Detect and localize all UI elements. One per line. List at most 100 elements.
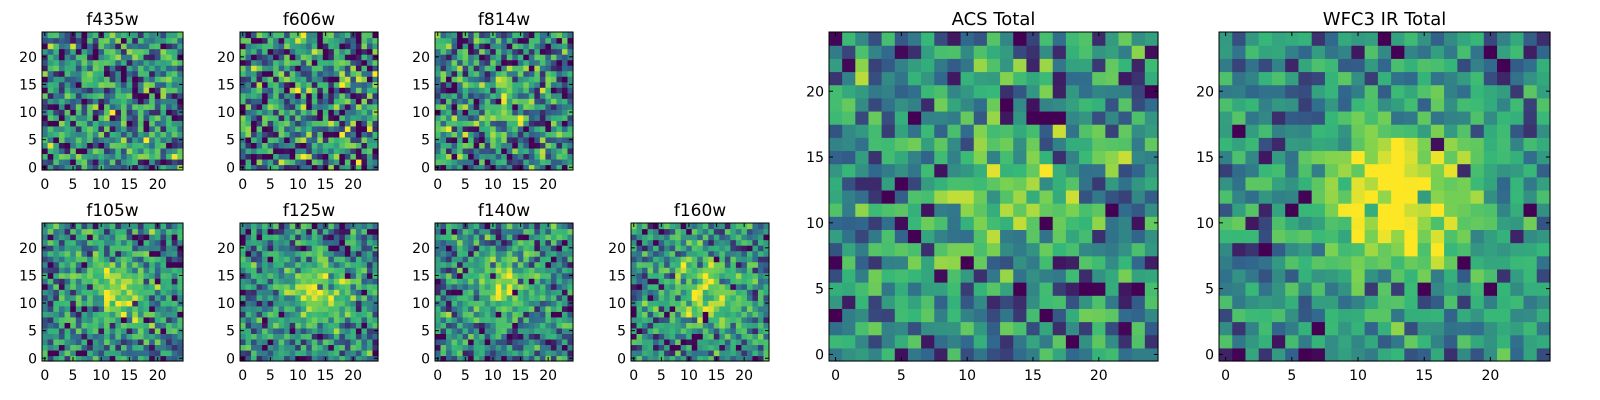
heatmap-cell <box>300 300 307 307</box>
heatmap-cell <box>104 223 111 230</box>
heatmap-cell <box>104 81 111 88</box>
heatmap-cell <box>339 120 346 127</box>
heatmap-cell <box>132 261 139 268</box>
heatmap-cell <box>372 125 379 132</box>
heatmap-cell <box>1079 321 1093 336</box>
heatmap-cell <box>501 92 508 99</box>
heatmap-cell <box>534 245 541 252</box>
heatmap-cell <box>708 283 715 290</box>
heatmap-cell <box>171 136 178 143</box>
heatmap-cell <box>166 300 173 307</box>
heatmap-cell <box>567 289 574 296</box>
heatmap-cell <box>322 109 329 116</box>
heatmap-cell <box>278 228 285 235</box>
heatmap-cell <box>697 245 704 252</box>
heatmap-cell <box>523 344 530 351</box>
heatmap-cell <box>691 289 698 296</box>
heatmap-cell <box>680 311 687 318</box>
heatmap-cell <box>339 54 346 61</box>
heatmap-cell <box>457 305 464 312</box>
heatmap-cell <box>98 327 105 334</box>
heatmap-cell <box>1131 347 1146 362</box>
heatmap-cell <box>1065 203 1080 217</box>
heatmap-cell <box>528 81 535 88</box>
heatmap-cell <box>171 43 178 50</box>
heatmap-cell <box>328 114 335 121</box>
heatmap-cell <box>177 322 184 329</box>
heatmap-cell <box>894 268 909 283</box>
heatmap-cell <box>495 120 502 127</box>
heatmap-cell <box>435 131 442 138</box>
heatmap-cell <box>344 32 351 39</box>
heatmap-cell <box>366 355 374 362</box>
heatmap-cell <box>757 250 765 257</box>
heatmap-cell <box>262 239 269 246</box>
heatmap-cell <box>339 278 346 285</box>
heatmap-cell <box>523 327 530 334</box>
heatmap-cell <box>517 316 524 323</box>
heatmap-cell <box>64 43 71 50</box>
heatmap-cell <box>534 158 541 166</box>
heatmap-cell <box>311 333 318 340</box>
heatmap-cell <box>58 289 66 296</box>
heatmap-cell <box>680 278 687 285</box>
heatmap-cell <box>523 239 530 246</box>
heatmap-cell <box>523 333 530 340</box>
heatmap-cell <box>306 37 313 44</box>
heatmap-cell <box>735 272 742 279</box>
heatmap-cell <box>556 54 563 61</box>
heatmap-cell <box>295 267 302 274</box>
heatmap-cell <box>691 355 698 362</box>
heatmap-cell <box>517 283 524 290</box>
heatmap-cell <box>355 333 363 340</box>
heatmap-cell <box>960 334 975 349</box>
heatmap-cell <box>262 153 269 160</box>
heatmap-cell <box>691 223 698 230</box>
heatmap-cell <box>311 338 318 346</box>
heatmap-cell <box>691 245 698 252</box>
heatmap-cell <box>115 278 122 285</box>
heatmap-cell <box>894 203 909 217</box>
heatmap-cell <box>484 59 491 66</box>
heatmap-cell <box>267 92 274 99</box>
heatmap-cell <box>842 321 856 336</box>
heatmap-cell <box>317 316 324 323</box>
heatmap-cell <box>289 344 296 351</box>
heatmap-cell <box>457 333 464 340</box>
heatmap-cell <box>451 256 458 263</box>
heatmap-cell <box>506 228 513 235</box>
heatmap-cell <box>457 125 464 132</box>
heatmap-cell <box>702 289 709 296</box>
heatmap-cell <box>517 109 524 116</box>
heatmap-cell <box>42 289 49 296</box>
heatmap-cell <box>126 43 133 50</box>
heatmap-cell <box>251 234 258 241</box>
heatmap-cell <box>457 164 464 171</box>
heatmap-cell <box>1079 334 1093 349</box>
heatmap-cell <box>986 282 1001 296</box>
heatmap-cell <box>104 54 111 61</box>
heatmap-cell <box>160 37 167 44</box>
heatmap-cell <box>1079 189 1093 204</box>
heatmap-cell <box>98 59 105 66</box>
heatmap-cell <box>567 311 574 318</box>
heatmap-cell <box>143 125 150 132</box>
heatmap-cell <box>534 92 541 99</box>
heatmap-cell <box>680 228 687 235</box>
heatmap-cell <box>47 125 54 132</box>
heatmap-cell <box>1144 308 1159 323</box>
heatmap-cell <box>881 150 896 165</box>
heatmap-cell <box>561 109 569 116</box>
heatmap-cell <box>154 338 162 346</box>
heatmap-cell <box>440 250 447 257</box>
heatmap-cell <box>98 109 105 116</box>
heatmap-cell <box>47 261 54 268</box>
heatmap-cell <box>104 37 111 44</box>
heatmap-cell <box>126 250 133 257</box>
heatmap-cell <box>550 267 558 274</box>
heatmap-cell <box>490 344 497 351</box>
heatmap-cell <box>273 153 280 160</box>
heatmap-cell <box>960 203 975 217</box>
heatmap-cell <box>435 294 442 301</box>
heatmap-cell <box>300 278 307 285</box>
